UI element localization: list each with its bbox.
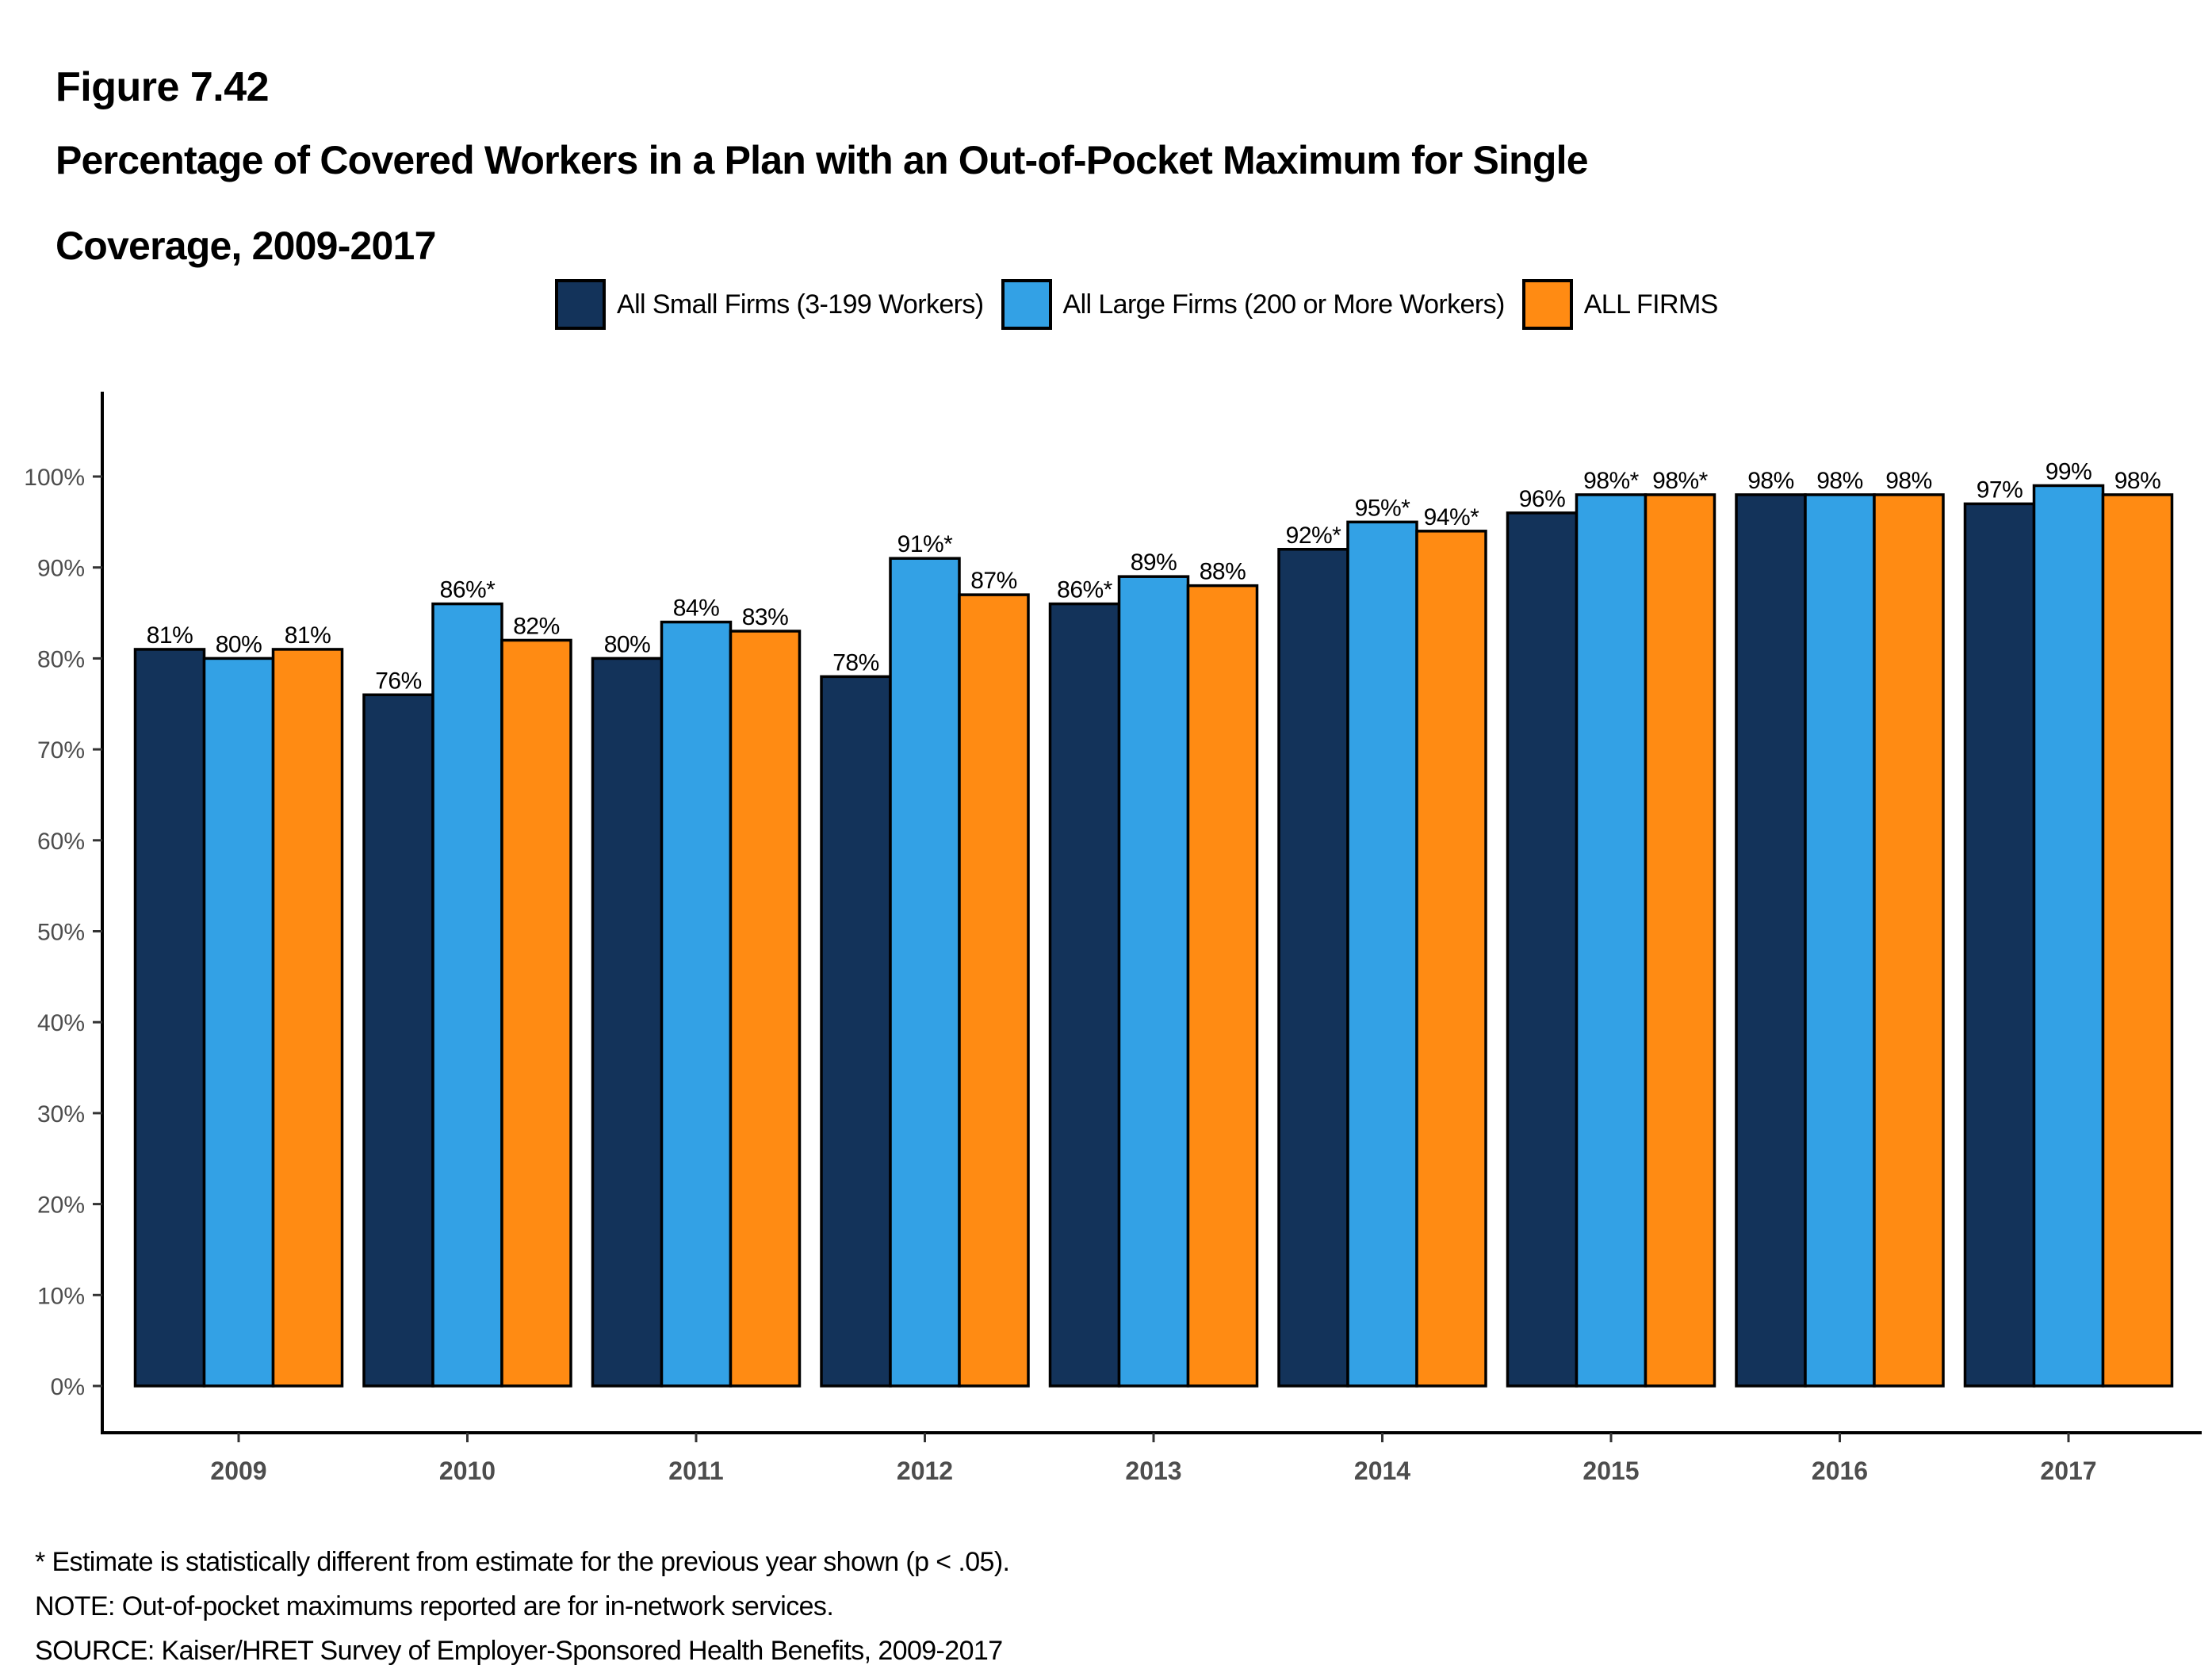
- title-block: Figure 7.42 Percentage of Covered Worker…: [55, 62, 1958, 289]
- data-label: 82%: [513, 613, 560, 639]
- y-tick-label: 10%: [37, 1283, 85, 1309]
- bar: [1117, 575, 1190, 1388]
- footnotes: * Estimate is statistically different fr…: [35, 1540, 1010, 1673]
- data-label: 99%: [2046, 458, 2092, 484]
- legend-label-all-firms: ALL FIRMS: [1583, 289, 1719, 320]
- data-label: 86%*: [1057, 577, 1113, 603]
- legend-label-large-firms: All Large Firms (200 or More Workers): [1062, 289, 1506, 320]
- legend-swatch-small-firms: [555, 279, 606, 330]
- x-tick-label: 2011: [668, 1457, 723, 1485]
- footnote-asterisk: * Estimate is statistically different fr…: [35, 1547, 1010, 1577]
- data-label: 94%*: [1424, 504, 1480, 530]
- bar-labels: 81% 76% 80% 78% 86%* 92%* 96% 98% 97% 80% 86%* 84% 9…: [147, 458, 2161, 694]
- data-label: 84%: [673, 595, 720, 622]
- bar: [1186, 584, 1259, 1388]
- bar: [362, 693, 434, 1388]
- figure-number: Figure 7.42: [55, 64, 270, 110]
- bar: [660, 620, 733, 1388]
- data-label: 92%*: [1286, 523, 1342, 549]
- bar: [591, 657, 664, 1388]
- bar: [1963, 502, 2036, 1388]
- data-label: 78%: [832, 649, 879, 676]
- legend-swatch-large-firms: [1001, 279, 1052, 330]
- bar: [1735, 493, 1807, 1388]
- x-tick-label: 2013: [1125, 1457, 1181, 1485]
- bar: [1277, 548, 1349, 1388]
- bar: [1644, 493, 1716, 1388]
- x-tick-label: 2017: [2040, 1457, 2096, 1485]
- bar: [1346, 520, 1418, 1388]
- data-label: 81%: [147, 622, 193, 649]
- legend: All Small Firms (3-199 Workers) All Larg…: [555, 279, 1736, 330]
- figure-title-line-1: Percentage of Covered Workers in a Plan …: [55, 138, 1589, 182]
- legend-item-all-firms: ALL FIRMS: [1521, 279, 1719, 330]
- data-label: 83%: [742, 604, 789, 630]
- data-label: 97%: [1977, 477, 2023, 503]
- figure-title: Percentage of Covered Workers in a Plan …: [55, 117, 1958, 289]
- y-tick-label: 50%: [37, 920, 85, 946]
- bar: [133, 648, 206, 1388]
- data-label: 87%: [970, 568, 1017, 594]
- data-label: 98%: [1747, 468, 1794, 494]
- data-label: 98%: [1885, 468, 1932, 494]
- y-tick-label: 70%: [37, 737, 85, 764]
- data-label: 80%: [216, 631, 262, 657]
- bar: [889, 557, 961, 1388]
- data-label: 91%*: [897, 531, 954, 557]
- y-tick-label: 100%: [24, 465, 85, 491]
- data-label: 98%*: [1652, 468, 1709, 494]
- bar: [202, 657, 275, 1388]
- x-tick-label: 2012: [897, 1457, 953, 1485]
- bars: [133, 484, 2174, 1388]
- bar: [1804, 493, 1876, 1388]
- bar: [1575, 493, 1648, 1388]
- bar: [729, 630, 802, 1388]
- data-label: 80%: [604, 631, 651, 657]
- bar: [2101, 493, 2174, 1388]
- x-tick-label: 2009: [210, 1457, 266, 1485]
- data-label: 98%: [1816, 468, 1863, 494]
- bar: [820, 675, 892, 1388]
- y-tick-label: 40%: [37, 1010, 85, 1036]
- bar: [1506, 511, 1579, 1388]
- y-axis: 0% 10% 20% 30% 40% 50% 60% 70% 80% 90% 100%: [24, 392, 104, 1433]
- y-tick-label: 0%: [51, 1374, 85, 1400]
- bar: [431, 602, 503, 1388]
- bar: [958, 593, 1030, 1388]
- x-tick-label: 2014: [1354, 1457, 1410, 1485]
- bar: [500, 638, 572, 1388]
- bar: [1415, 530, 1487, 1388]
- data-label: 95%*: [1355, 495, 1411, 521]
- y-tick-label: 80%: [37, 646, 85, 672]
- legend-item-small-firms: All Small Firms (3-199 Workers): [555, 279, 984, 330]
- x-tick-label: 2010: [439, 1457, 496, 1485]
- footnote-source: SOURCE: Kaiser/HRET Survey of Employer-S…: [35, 1636, 1003, 1666]
- legend-label-small-firms: All Small Firms (3-199 Workers): [617, 289, 984, 320]
- data-label: 89%: [1131, 549, 1177, 576]
- y-tick-label: 20%: [37, 1193, 85, 1219]
- x-tick-label: 2016: [1812, 1457, 1868, 1485]
- legend-item-large-firms: All Large Firms (200 or More Workers): [1001, 279, 1505, 330]
- data-label: 86%*: [440, 577, 496, 603]
- data-label: 98%: [2114, 468, 2161, 494]
- bar: [1873, 493, 1945, 1388]
- data-label: 96%: [1519, 486, 1566, 512]
- data-label: 81%: [285, 622, 331, 649]
- data-label: 88%: [1200, 559, 1246, 585]
- y-tick-label: 60%: [37, 829, 85, 855]
- x-axis: 2009 2010 2011 2012 2013 2014 2015 2016 2017: [101, 1431, 2202, 1485]
- x-tick-label: 2015: [1582, 1457, 1639, 1485]
- legend-swatch-all-firms: [1521, 279, 1573, 330]
- y-tick-label: 90%: [37, 556, 85, 582]
- bar: [2032, 484, 2105, 1388]
- bar: [1048, 602, 1121, 1388]
- y-tick-label: 30%: [37, 1101, 85, 1127]
- bar: [271, 648, 344, 1388]
- data-label: 76%: [375, 668, 422, 694]
- footnote-note: NOTE: Out-of-pocket maximums reported ar…: [35, 1591, 834, 1621]
- figure-title-line-2: Coverage, 2009-2017: [55, 224, 436, 268]
- data-label: 98%*: [1583, 468, 1640, 494]
